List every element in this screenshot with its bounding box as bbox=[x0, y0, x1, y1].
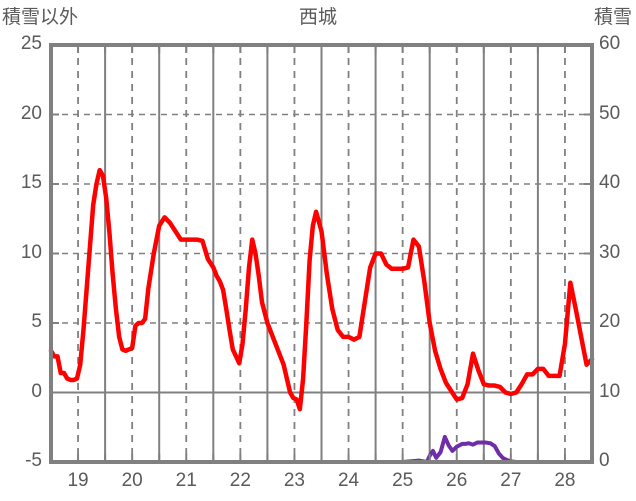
y-axis-left-tick-15: 15 bbox=[20, 172, 42, 193]
y-axis-right-tick-20: 20 bbox=[599, 311, 621, 332]
x-axis-tick-22: 22 bbox=[229, 470, 251, 491]
x-axis-tick-20: 20 bbox=[121, 470, 143, 491]
right-axis-title: 積雪 bbox=[593, 7, 632, 28]
y-axis-left-tick-20: 20 bbox=[20, 102, 42, 124]
x-axis-tick-24: 24 bbox=[337, 470, 360, 491]
y-axis-right-tick-0: 0 bbox=[599, 450, 610, 471]
x-axis-tick-23: 23 bbox=[283, 470, 305, 491]
y-axis-left-tick-25: 25 bbox=[20, 33, 42, 54]
left-axis-title: 積雪以外 bbox=[2, 7, 79, 28]
y-axis-right-tick-40: 40 bbox=[599, 172, 621, 193]
y-axis-right-tick-10: 10 bbox=[599, 380, 621, 402]
y-axis-left-tick-10: 10 bbox=[20, 241, 42, 263]
x-axis-tick-21: 21 bbox=[175, 470, 197, 491]
axis-ticks bbox=[51, 44, 592, 463]
y-axis-right-tick-50: 50 bbox=[599, 102, 621, 124]
y-axis-left-tick--5: -5 bbox=[25, 450, 42, 471]
y-axis-right-tick-60: 60 bbox=[599, 33, 621, 54]
x-axis-tick-28: 28 bbox=[554, 470, 576, 491]
gridlines bbox=[51, 45, 592, 462]
y-axis-left-tick-5: 5 bbox=[31, 311, 42, 332]
x-axis-tick-19: 19 bbox=[67, 470, 89, 491]
chart-title: 西城 bbox=[298, 7, 337, 28]
x-axis-tick-25: 25 bbox=[392, 470, 414, 491]
y-axis-left-tick-0: 0 bbox=[31, 380, 42, 402]
x-axis-tick-26: 26 bbox=[446, 470, 468, 491]
y-axis-right-tick-30: 30 bbox=[599, 241, 621, 263]
x-axis-tick-27: 27 bbox=[500, 470, 522, 491]
